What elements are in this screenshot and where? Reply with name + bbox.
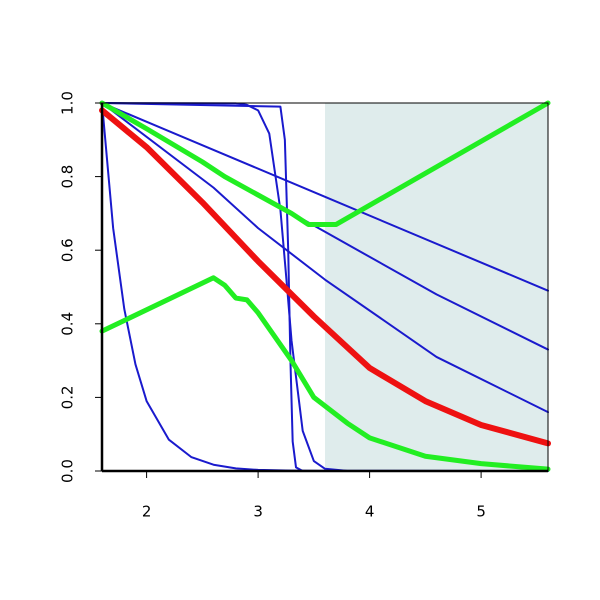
y-tick-label: 1.0 bbox=[59, 91, 77, 115]
series-line bbox=[99, 107, 551, 447]
series-line bbox=[99, 275, 551, 472]
series-line bbox=[101, 102, 549, 414]
x-tick-label: 2 bbox=[142, 503, 152, 521]
series-line bbox=[99, 100, 551, 227]
y-tick-label: 0.6 bbox=[59, 238, 77, 262]
x-tick-label: 3 bbox=[253, 503, 263, 521]
y-tick-label: 0.0 bbox=[59, 459, 77, 483]
x-tick-label: 5 bbox=[476, 503, 486, 521]
x-tick-label: 4 bbox=[365, 503, 375, 521]
y-tick-label: 0.8 bbox=[59, 165, 77, 189]
shaded-region bbox=[325, 103, 548, 471]
series-line bbox=[101, 102, 549, 292]
y-tick-label: 0.4 bbox=[59, 312, 77, 336]
y-tick-label: 0.2 bbox=[59, 385, 77, 409]
